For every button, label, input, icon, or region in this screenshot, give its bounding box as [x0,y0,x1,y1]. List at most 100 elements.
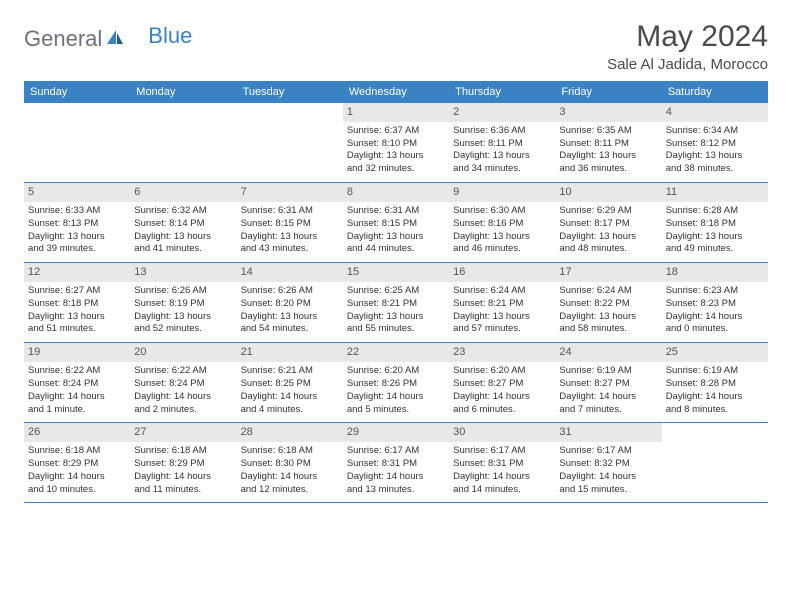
weekday-header: Friday [555,81,661,103]
day-cell: 22Sunrise: 6:20 AMSunset: 8:26 PMDayligh… [343,343,449,422]
day-info-line: Sunset: 8:13 PM [28,218,126,231]
day-info-line: Sunrise: 6:36 AM [453,125,551,138]
day-cell: 28Sunrise: 6:18 AMSunset: 8:30 PMDayligh… [237,423,343,502]
day-info-line: Daylight: 14 hours [134,471,232,484]
day-info-line: Daylight: 13 hours [453,231,551,244]
day-info-line: and 43 minutes. [241,243,339,256]
day-cell: 11Sunrise: 6:28 AMSunset: 8:18 PMDayligh… [662,183,768,262]
day-number: 3 [555,103,661,122]
day-info-line: Sunset: 8:26 PM [347,378,445,391]
day-info-line: Sunrise: 6:18 AM [241,445,339,458]
day-info-line: Sunrise: 6:17 AM [453,445,551,458]
day-info-line: Sunrise: 6:31 AM [241,205,339,218]
day-info-line: Daylight: 14 hours [347,471,445,484]
day-number: 30 [449,423,555,442]
weekday-header: Sunday [24,81,130,103]
logo: General Blue [24,20,192,52]
day-number: 2 [449,103,555,122]
day-info-line: Sunset: 8:27 PM [453,378,551,391]
day-cell [662,423,768,502]
day-number: 23 [449,343,555,362]
day-cell: 30Sunrise: 6:17 AMSunset: 8:31 PMDayligh… [449,423,555,502]
day-number: 1 [343,103,449,122]
day-cell: 12Sunrise: 6:27 AMSunset: 8:18 PMDayligh… [24,263,130,342]
day-info-line: Sunrise: 6:20 AM [347,365,445,378]
day-info-line: Sunset: 8:31 PM [453,458,551,471]
day-info-line: Sunset: 8:18 PM [666,218,764,231]
day-info-line: Daylight: 14 hours [28,391,126,404]
day-cell: 4Sunrise: 6:34 AMSunset: 8:12 PMDaylight… [662,103,768,182]
day-info-line: Daylight: 13 hours [453,311,551,324]
day-info-line: Daylight: 13 hours [666,150,764,163]
day-info-line: Sunrise: 6:31 AM [347,205,445,218]
day-info-line: Sunset: 8:18 PM [28,298,126,311]
day-info-line: and 5 minutes. [347,404,445,417]
day-info-line: Sunrise: 6:26 AM [241,285,339,298]
day-info-line: and 6 minutes. [453,404,551,417]
day-info-line: and 0 minutes. [666,323,764,336]
day-number: 25 [662,343,768,362]
day-number [237,103,343,122]
day-info-line: Daylight: 14 hours [28,471,126,484]
day-info-line: Sunrise: 6:22 AM [134,365,232,378]
day-info-line: and 55 minutes. [347,323,445,336]
day-info-line: and 36 minutes. [559,163,657,176]
day-number: 20 [130,343,236,362]
day-info-line: Sunset: 8:14 PM [134,218,232,231]
day-info-line: and 13 minutes. [347,484,445,497]
day-cell: 27Sunrise: 6:18 AMSunset: 8:29 PMDayligh… [130,423,236,502]
day-info-line: Sunrise: 6:18 AM [28,445,126,458]
day-cell: 14Sunrise: 6:26 AMSunset: 8:20 PMDayligh… [237,263,343,342]
weekday-header: Thursday [449,81,555,103]
day-info-line: and 46 minutes. [453,243,551,256]
day-info-line: Sunset: 8:24 PM [134,378,232,391]
day-info-line: Sunrise: 6:22 AM [28,365,126,378]
day-info-line: and 58 minutes. [559,323,657,336]
day-info-line: Sunset: 8:32 PM [559,458,657,471]
day-info-line: Sunrise: 6:30 AM [453,205,551,218]
day-info-line: Sunrise: 6:37 AM [347,125,445,138]
day-info-line: Sunrise: 6:24 AM [453,285,551,298]
day-info-line: Sunrise: 6:32 AM [134,205,232,218]
day-info-line: Sunrise: 6:19 AM [666,365,764,378]
day-info-line: Sunset: 8:11 PM [453,138,551,151]
day-info-line: Sunrise: 6:28 AM [666,205,764,218]
day-number: 6 [130,183,236,202]
day-info-line: Sunrise: 6:26 AM [134,285,232,298]
day-cell: 3Sunrise: 6:35 AMSunset: 8:11 PMDaylight… [555,103,661,182]
day-cell: 16Sunrise: 6:24 AMSunset: 8:21 PMDayligh… [449,263,555,342]
day-info-line: Sunset: 8:25 PM [241,378,339,391]
day-info-line: Daylight: 14 hours [347,391,445,404]
day-cell: 25Sunrise: 6:19 AMSunset: 8:28 PMDayligh… [662,343,768,422]
day-info-line: Sunrise: 6:18 AM [134,445,232,458]
day-info-line: Sunset: 8:29 PM [28,458,126,471]
day-info-line: Daylight: 13 hours [28,231,126,244]
day-info-line: and 41 minutes. [134,243,232,256]
day-info-line: Sunset: 8:21 PM [453,298,551,311]
day-number: 15 [343,263,449,282]
day-info-line: Sunset: 8:11 PM [559,138,657,151]
day-info-line: and 1 minute. [28,404,126,417]
day-info-line: Sunset: 8:21 PM [347,298,445,311]
day-cell: 31Sunrise: 6:17 AMSunset: 8:32 PMDayligh… [555,423,661,502]
day-number: 31 [555,423,661,442]
day-info-line: Sunset: 8:22 PM [559,298,657,311]
day-info-line: Daylight: 14 hours [666,391,764,404]
day-info-line: and 11 minutes. [134,484,232,497]
day-info-line: and 48 minutes. [559,243,657,256]
day-number: 17 [555,263,661,282]
day-info-line: and 44 minutes. [347,243,445,256]
day-info-line: Daylight: 14 hours [559,391,657,404]
day-cell: 2Sunrise: 6:36 AMSunset: 8:11 PMDaylight… [449,103,555,182]
day-info-line: and 57 minutes. [453,323,551,336]
day-number: 13 [130,263,236,282]
weeks-container: 1Sunrise: 6:37 AMSunset: 8:10 PMDaylight… [24,103,768,503]
day-number: 4 [662,103,768,122]
day-cell: 21Sunrise: 6:21 AMSunset: 8:25 PMDayligh… [237,343,343,422]
day-cell: 19Sunrise: 6:22 AMSunset: 8:24 PMDayligh… [24,343,130,422]
week-row: 12Sunrise: 6:27 AMSunset: 8:18 PMDayligh… [24,263,768,343]
weekday-header: Tuesday [237,81,343,103]
day-info-line: Daylight: 13 hours [347,150,445,163]
day-info-line: Sunset: 8:10 PM [347,138,445,151]
day-number: 21 [237,343,343,362]
